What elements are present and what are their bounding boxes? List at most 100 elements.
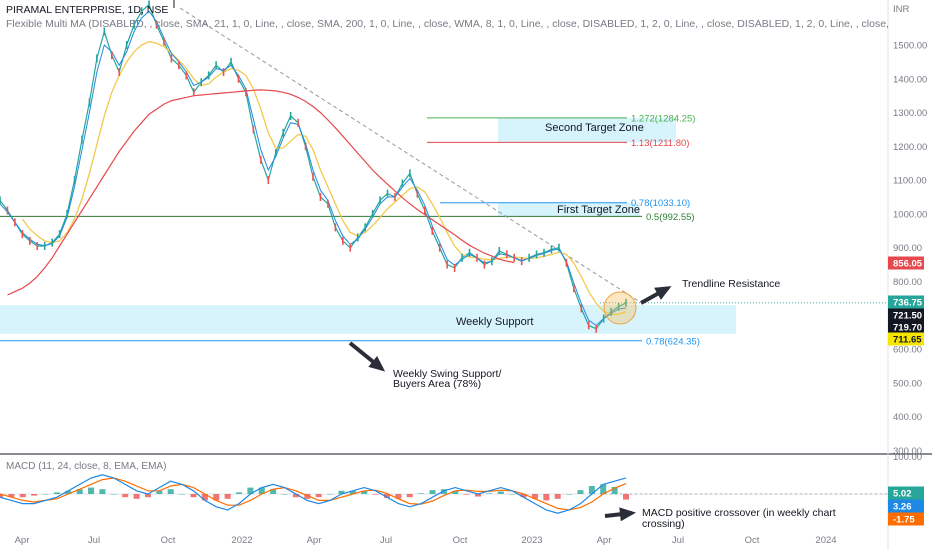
macd-histogram-bar bbox=[623, 494, 629, 500]
macd-histogram-bar bbox=[19, 494, 26, 498]
x-tick-label: Oct bbox=[161, 535, 176, 546]
support-arrow-head bbox=[368, 356, 386, 372]
macd-annotation-text: crossing) bbox=[642, 518, 685, 530]
macd-histogram-bar bbox=[236, 492, 243, 494]
price-tag-label: 711.65 bbox=[893, 335, 922, 346]
x-tick-label: Oct bbox=[453, 535, 468, 546]
macd-histogram-bar bbox=[281, 494, 288, 495]
y-tick-label: 1500.00 bbox=[893, 41, 927, 52]
y-tick-label: 1100.00 bbox=[893, 176, 927, 187]
macd-histogram-bar bbox=[418, 493, 425, 494]
macd-histogram-bar bbox=[144, 494, 151, 498]
x-tick-label: 2024 bbox=[815, 535, 836, 546]
macd-histogram-bar bbox=[190, 494, 197, 498]
zone-label: Second Target Zone bbox=[545, 122, 644, 134]
macd-histogram-bar bbox=[372, 494, 379, 495]
macd-histogram-bar bbox=[429, 490, 436, 494]
y-tick-label: 600.00 bbox=[893, 345, 922, 356]
macd-histogram-bar bbox=[65, 490, 72, 494]
macd-histogram-bar bbox=[588, 486, 595, 494]
price-tag-label: 721.50 bbox=[893, 311, 922, 322]
macd-histogram-bar bbox=[509, 494, 516, 495]
y-tick-label: 1200.00 bbox=[893, 142, 927, 153]
level-label: 1.272(1284.25) bbox=[631, 113, 695, 124]
macd-value-tag bbox=[888, 486, 924, 500]
chart-title: PIRAMAL ENTERPRISE, 1D, NSE bbox=[6, 4, 169, 16]
macd-histogram-bar bbox=[0, 494, 3, 498]
macd-histogram-bar bbox=[463, 494, 470, 495]
x-tick-label: Apr bbox=[597, 535, 612, 546]
level-label: 0.78(1033.10) bbox=[631, 198, 690, 209]
series-sma-21 bbox=[21, 40, 627, 316]
macd-histogram-bar bbox=[554, 494, 561, 499]
highlight-circle bbox=[603, 291, 637, 325]
macd-histogram-bar bbox=[53, 492, 60, 494]
annotation-text: Trendline Resistance bbox=[682, 278, 780, 290]
macd-value-tag-label: -1.75 bbox=[893, 515, 915, 526]
price-tag-label: 719.70 bbox=[893, 323, 922, 334]
macd-value-tag bbox=[888, 512, 924, 526]
macd-histogram-bar bbox=[133, 494, 140, 499]
macd-histogram-bar bbox=[213, 494, 220, 501]
level-label: 0.78(624.35) bbox=[646, 336, 700, 347]
series-signal bbox=[0, 477, 627, 511]
trendline-resistance-line bbox=[179, 7, 641, 303]
macd-histogram-bar bbox=[486, 493, 493, 494]
macd-histogram-bar bbox=[327, 494, 334, 495]
macd-histogram-bar bbox=[475, 494, 482, 497]
y-tick-label: 800.00 bbox=[893, 277, 922, 288]
macd-annotation-text: MACD positive crossover (in weekly chart bbox=[642, 507, 836, 519]
macd-histogram-bar bbox=[577, 490, 584, 494]
macd-histogram-bar bbox=[338, 490, 345, 494]
zone-first-target-zone bbox=[498, 202, 640, 217]
zone-label: Weekly Support bbox=[456, 316, 533, 328]
macd-arrow-head bbox=[619, 507, 636, 522]
y-tick-label: 1000.00 bbox=[893, 209, 927, 220]
price-tag bbox=[888, 332, 924, 346]
macd-histogram-bar bbox=[531, 494, 538, 499]
macd-histogram-bar bbox=[292, 494, 299, 498]
x-tick-label: Apr bbox=[307, 535, 322, 546]
macd-histogram-bar bbox=[452, 490, 459, 494]
trendline-arrow-head bbox=[654, 286, 672, 300]
macd-histogram-bar bbox=[88, 487, 95, 494]
macd-histogram-bar bbox=[315, 494, 322, 498]
macd-histogram-bar bbox=[247, 487, 254, 494]
x-tick-label: 2023 bbox=[521, 535, 542, 546]
macd-histogram-bar bbox=[600, 484, 607, 494]
x-tick-label: Jul bbox=[88, 535, 100, 546]
macd-y-tick-label: 100.00 bbox=[893, 452, 922, 463]
indicator-legend[interactable]: Flexible Multi MA (DISABLED, , close, SM… bbox=[6, 18, 888, 30]
level-label: 1.13(1211.80) bbox=[631, 138, 689, 149]
currency-label: INR bbox=[893, 4, 910, 15]
macd-indicator-title[interactable]: MACD (11, 24, close, 8, EMA, EMA) bbox=[6, 461, 167, 472]
macd-histogram-bar bbox=[440, 489, 447, 494]
series-wma-8 bbox=[0, 10, 627, 327]
level-label: 0.5(992.55) bbox=[646, 212, 695, 223]
macd-histogram-bar bbox=[156, 490, 163, 494]
macd-value-tag bbox=[888, 499, 924, 513]
x-tick-label: 2022 bbox=[231, 535, 252, 546]
macd-histogram-bar bbox=[349, 490, 356, 494]
macd-histogram-bar bbox=[497, 491, 504, 494]
price-tag bbox=[888, 256, 924, 270]
price-tag-label: 856.05 bbox=[893, 259, 923, 270]
macd-histogram-bar bbox=[122, 494, 129, 498]
macd-histogram-bar bbox=[304, 494, 311, 499]
macd-histogram-bar bbox=[611, 486, 618, 494]
y-tick-label: 300.00 bbox=[893, 446, 922, 457]
macd-histogram-bar bbox=[406, 494, 413, 498]
x-tick-label: Oct bbox=[745, 535, 760, 546]
annotation-text: Buyers Area (78%) bbox=[393, 378, 481, 390]
macd-histogram-bar bbox=[395, 494, 402, 499]
macd-histogram-bar bbox=[258, 487, 265, 494]
macd-histogram-bar bbox=[520, 494, 527, 498]
zone-label: First Target Zone bbox=[557, 204, 640, 216]
macd-histogram-bar bbox=[383, 494, 390, 498]
macd-histogram-bar bbox=[31, 494, 38, 496]
macd-histogram-bar bbox=[201, 494, 208, 501]
macd-histogram-bar bbox=[566, 494, 573, 495]
macd-histogram-bar bbox=[167, 489, 174, 494]
